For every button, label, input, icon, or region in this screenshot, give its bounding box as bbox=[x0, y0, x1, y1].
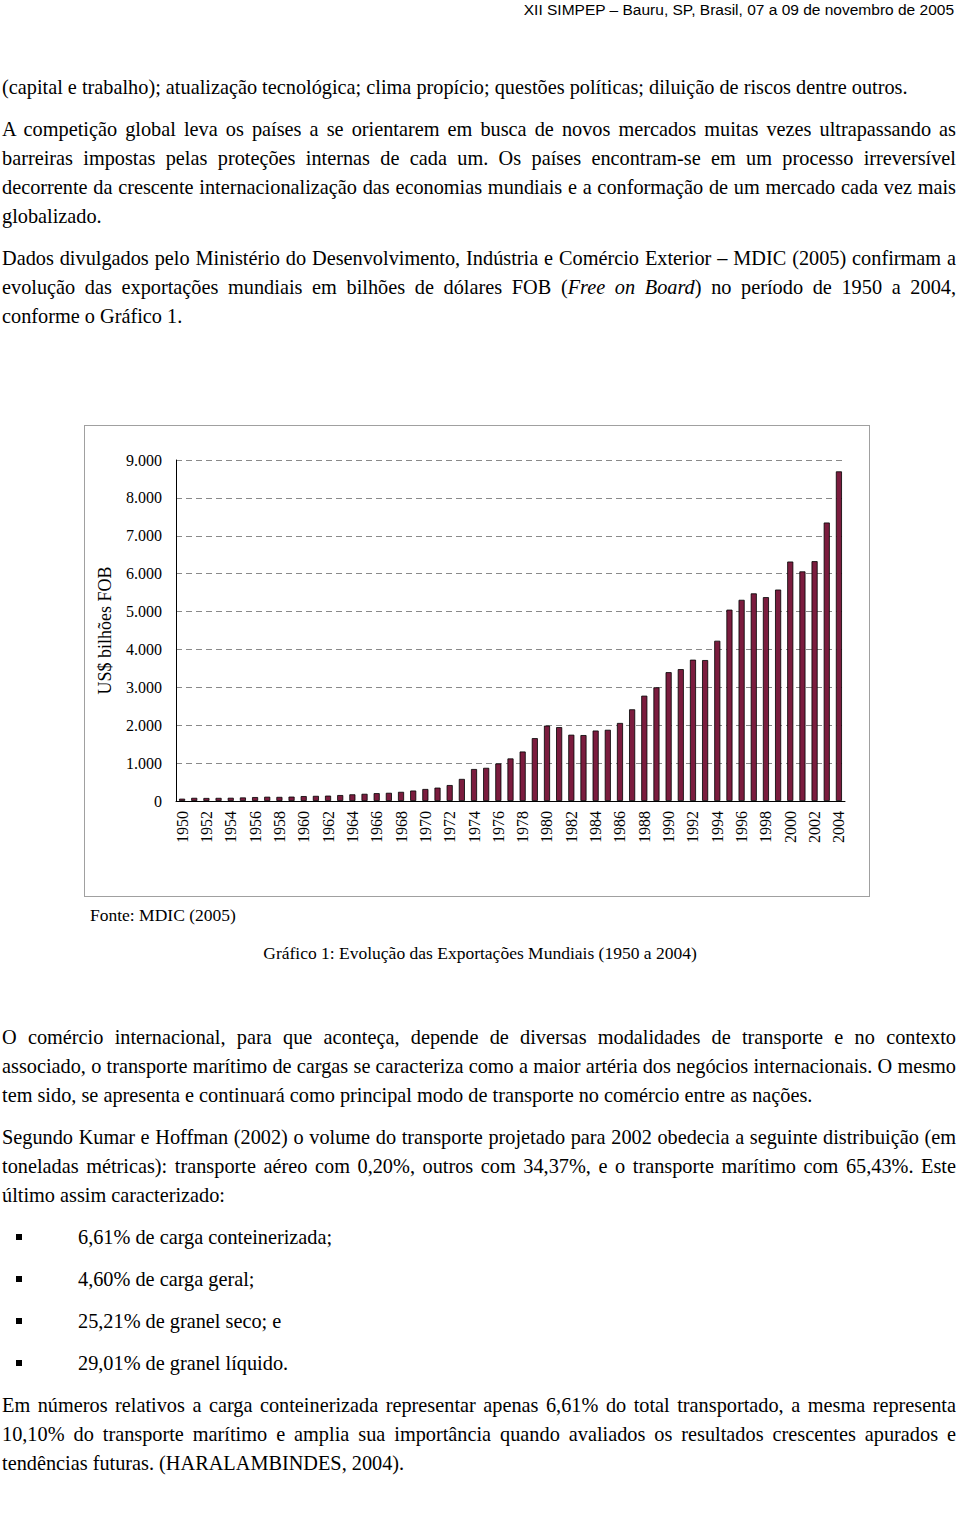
html-text:Gráfico 1: Evolução das Export: Gráfico 1: Evolução das Exportações Mund… bbox=[263, 943, 697, 963]
svg-text:1998: 1998 bbox=[757, 811, 774, 843]
svg-text:1960: 1960 bbox=[295, 811, 312, 843]
svg-text:2.000: 2.000 bbox=[126, 717, 162, 734]
svg-text:2004: 2004 bbox=[830, 811, 847, 843]
svg-text:1992: 1992 bbox=[684, 811, 701, 843]
svg-text:1954: 1954 bbox=[222, 811, 239, 843]
svg-text:1952: 1952 bbox=[198, 811, 215, 843]
html-text:O comércio internacional, para: O comércio internacional, para que acont… bbox=[2, 1026, 956, 1106]
svg-text:1970: 1970 bbox=[417, 811, 434, 843]
svg-text:1950: 1950 bbox=[174, 811, 191, 843]
svg-text:US$ bilhões FOB: US$ bilhões FOB bbox=[95, 566, 115, 694]
svg-text:1986: 1986 bbox=[611, 811, 628, 843]
svg-text:1974: 1974 bbox=[466, 811, 483, 843]
svg-text:1968: 1968 bbox=[393, 811, 410, 843]
svg-text:1988: 1988 bbox=[636, 811, 653, 843]
html-text:Fonte: MDIC (2005): Fonte: MDIC (2005) bbox=[90, 905, 236, 925]
svg-text:1976: 1976 bbox=[490, 811, 507, 843]
svg-text:1964: 1964 bbox=[344, 811, 361, 843]
svg-text:1994: 1994 bbox=[709, 811, 726, 843]
html-text:6,61% de carga conteinerizada;: 6,61% de carga conteinerizada; bbox=[78, 1226, 333, 1248]
html-text:Segundo Kumar e Hoffman (2002): Segundo Kumar e Hoffman (2002) o volume … bbox=[2, 1126, 956, 1206]
svg-text:7.000: 7.000 bbox=[126, 527, 162, 544]
svg-text:1972: 1972 bbox=[441, 811, 458, 843]
html-text:XII SIMPEP – Bauru, SP, Brasil: XII SIMPEP – Bauru, SP, Brasil, 07 a 09 … bbox=[523, 1, 954, 18]
html-text:Em números relativos a carga c: Em números relativos a carga conteineriz… bbox=[2, 1394, 956, 1474]
svg-text:2002: 2002 bbox=[806, 811, 823, 843]
svg-text:3.000: 3.000 bbox=[126, 679, 162, 696]
svg-text:1962: 1962 bbox=[320, 811, 337, 843]
svg-text:1.000: 1.000 bbox=[126, 755, 162, 772]
svg-text:9.000: 9.000 bbox=[126, 452, 162, 469]
svg-text:1996: 1996 bbox=[733, 811, 750, 843]
svg-text:1984: 1984 bbox=[587, 811, 604, 843]
svg-text:1956: 1956 bbox=[247, 811, 264, 843]
html-text:Dados divulgados pelo Ministér: Dados divulgados pelo Ministério do Dese… bbox=[2, 247, 956, 327]
svg-text:1990: 1990 bbox=[660, 811, 677, 843]
svg-text:6.000: 6.000 bbox=[126, 565, 162, 582]
html-text:(capital e trabalho); atualiza: (capital e trabalho); atualização tecnol… bbox=[2, 76, 908, 98]
svg-text:1982: 1982 bbox=[563, 811, 580, 843]
svg-text:1978: 1978 bbox=[514, 811, 531, 843]
svg-text:0: 0 bbox=[154, 793, 162, 810]
svg-text:8.000: 8.000 bbox=[126, 489, 162, 506]
html-text:25,21% de granel seco; e: 25,21% de granel seco; e bbox=[78, 1310, 282, 1332]
html-text:4,60% de carga geral;: 4,60% de carga geral; bbox=[78, 1268, 255, 1290]
html-text:A competição global leva os pa: A competição global leva os países a se … bbox=[2, 118, 956, 227]
svg-text:4.000: 4.000 bbox=[126, 641, 162, 658]
svg-text:2000: 2000 bbox=[782, 811, 799, 843]
svg-text:1966: 1966 bbox=[368, 811, 385, 843]
svg-text:5.000: 5.000 bbox=[126, 603, 162, 620]
svg-text:1980: 1980 bbox=[538, 811, 555, 843]
svg-text:1958: 1958 bbox=[271, 811, 288, 843]
html-text:29,01% de granel líquido.: 29,01% de granel líquido. bbox=[78, 1352, 289, 1374]
